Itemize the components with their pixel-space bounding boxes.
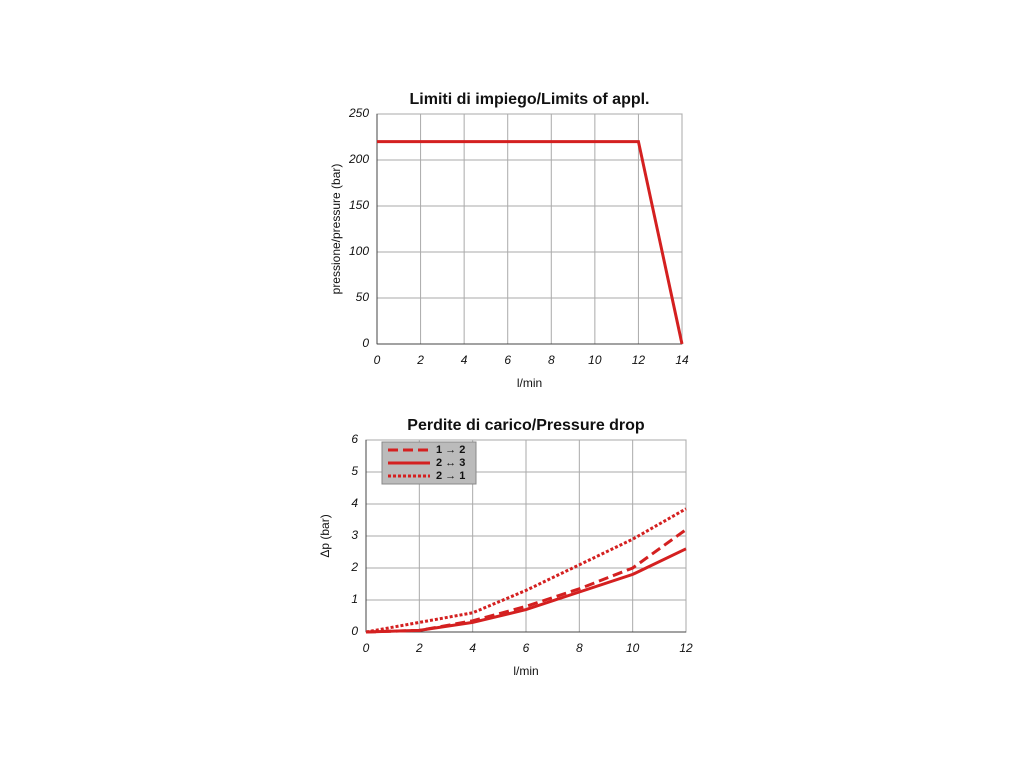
y-tick-label: 4 [351,496,358,510]
x-tick-label: 0 [363,641,370,655]
x-tick-label: 6 [523,641,530,655]
y-tick-label: 5 [351,464,358,478]
legend-label: 2 → 1 [436,470,465,482]
legend-label: 1 → 2 [436,444,465,456]
x-tick-label: 14 [675,353,689,367]
plot-area [376,113,683,345]
x-axis-label: l/min [513,664,538,678]
y-axis-label: pressione/pressure (bar) [329,164,343,295]
y-tick-label: 6 [351,432,358,446]
x-tick-label: 12 [632,353,646,367]
data-line [365,507,687,634]
chart-title: Perdite di carico/Pressure drop [407,417,645,434]
x-tick-label: 6 [504,353,511,367]
y-tick-label: 200 [348,152,369,166]
y-tick-label: 0 [362,336,369,350]
y-tick-label: 150 [349,198,369,212]
x-tick-label: 0 [374,353,381,367]
y-tick-label: 1 [351,592,358,606]
data-line [377,140,684,345]
data-line [365,547,687,634]
x-tick-label: 10 [626,641,640,655]
x-tick-label: 10 [588,353,602,367]
chart-title: Limiti di impiego/Limits of appl. [410,91,650,108]
x-tick-label: 8 [548,353,555,367]
y-axis-label: Δp (bar) [318,514,332,557]
x-tick-label: 12 [679,641,693,655]
y-tick-label: 250 [348,106,369,120]
legend-label: 2 ↔ 3 [436,457,465,469]
x-tick-label: 2 [415,641,423,655]
y-tick-label: 50 [356,290,370,304]
y-tick-label: 3 [351,528,358,542]
x-tick-label: 8 [576,641,583,655]
x-tick-label: 4 [469,641,476,655]
x-axis-label: l/min [517,376,542,390]
y-tick-label: 100 [349,244,369,258]
x-tick-label: 2 [416,353,424,367]
y-tick-label: 2 [350,560,358,574]
x-tick-label: 4 [461,353,468,367]
y-tick-label: 0 [351,624,358,638]
